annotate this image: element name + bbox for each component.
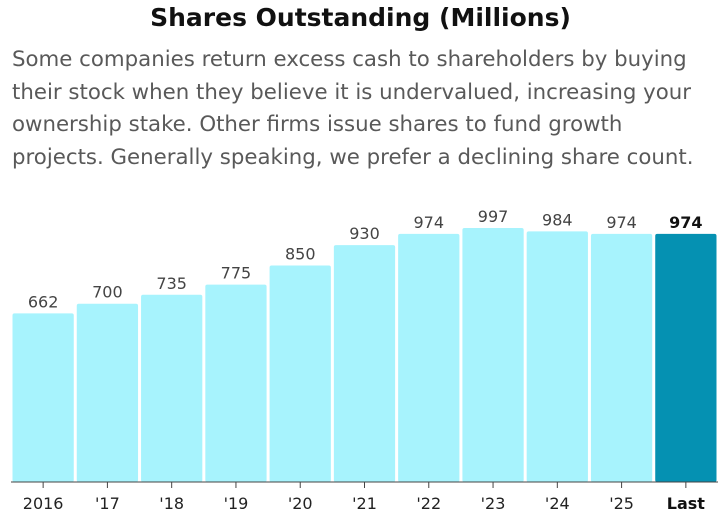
x-tick-label-1: '17 — [95, 494, 120, 513]
chart-title: Shares Outstanding (Millions) — [150, 3, 571, 32]
bar-value-label-3: 775 — [221, 264, 252, 283]
bar-value-label-2: 735 — [156, 274, 187, 293]
bar-value-label-0: 662 — [28, 292, 59, 311]
bar-value-label-10: 974 — [669, 213, 702, 232]
x-tick-label-3: '19 — [224, 494, 249, 513]
bars-group — [12, 228, 717, 482]
bar-value-label-6: 974 — [413, 213, 444, 232]
bar-2 — [141, 294, 203, 482]
x-tick-label-9: '25 — [609, 494, 634, 513]
x-tick-label-2: '18 — [159, 494, 184, 513]
bar-value-label-5: 930 — [349, 224, 380, 243]
x-tick-label-5: '21 — [352, 494, 377, 513]
bar-1 — [76, 303, 139, 482]
chart-description: Some companies return excess cash to sha… — [12, 47, 694, 170]
bar-0 — [12, 313, 74, 482]
bar-7 — [462, 228, 524, 482]
bar-value-label-7: 997 — [478, 207, 509, 226]
bar-4 — [269, 265, 331, 482]
bar-3 — [205, 284, 267, 482]
value-labels-group: 662 700 735 775 850 930 974 997 984 974 974 — [28, 207, 703, 311]
bar-value-label-1: 700 — [92, 283, 123, 302]
tick-labels-group: 2016 '17 '18 '19 '20 '21 '22 '23 '24 '25 Last — [23, 494, 706, 513]
x-tick-label-0: 2016 — [23, 494, 64, 513]
bar-8 — [526, 231, 588, 482]
x-tick-label-7: '23 — [481, 494, 506, 513]
x-tick-label-6: '22 — [416, 494, 441, 513]
bar-5 — [333, 245, 396, 482]
ticks-group — [42, 482, 687, 488]
bar-value-label-4: 850 — [285, 245, 316, 264]
x-tick-label-4: '20 — [288, 494, 313, 513]
x-tick-label-10: Last — [667, 494, 706, 513]
bar-value-label-9: 974 — [606, 213, 637, 232]
bar-value-label-8: 984 — [542, 210, 573, 229]
bar-9 — [590, 233, 653, 482]
x-tick-label-8: '24 — [545, 494, 570, 513]
bar-10 — [655, 233, 717, 482]
bar-6 — [398, 233, 460, 482]
